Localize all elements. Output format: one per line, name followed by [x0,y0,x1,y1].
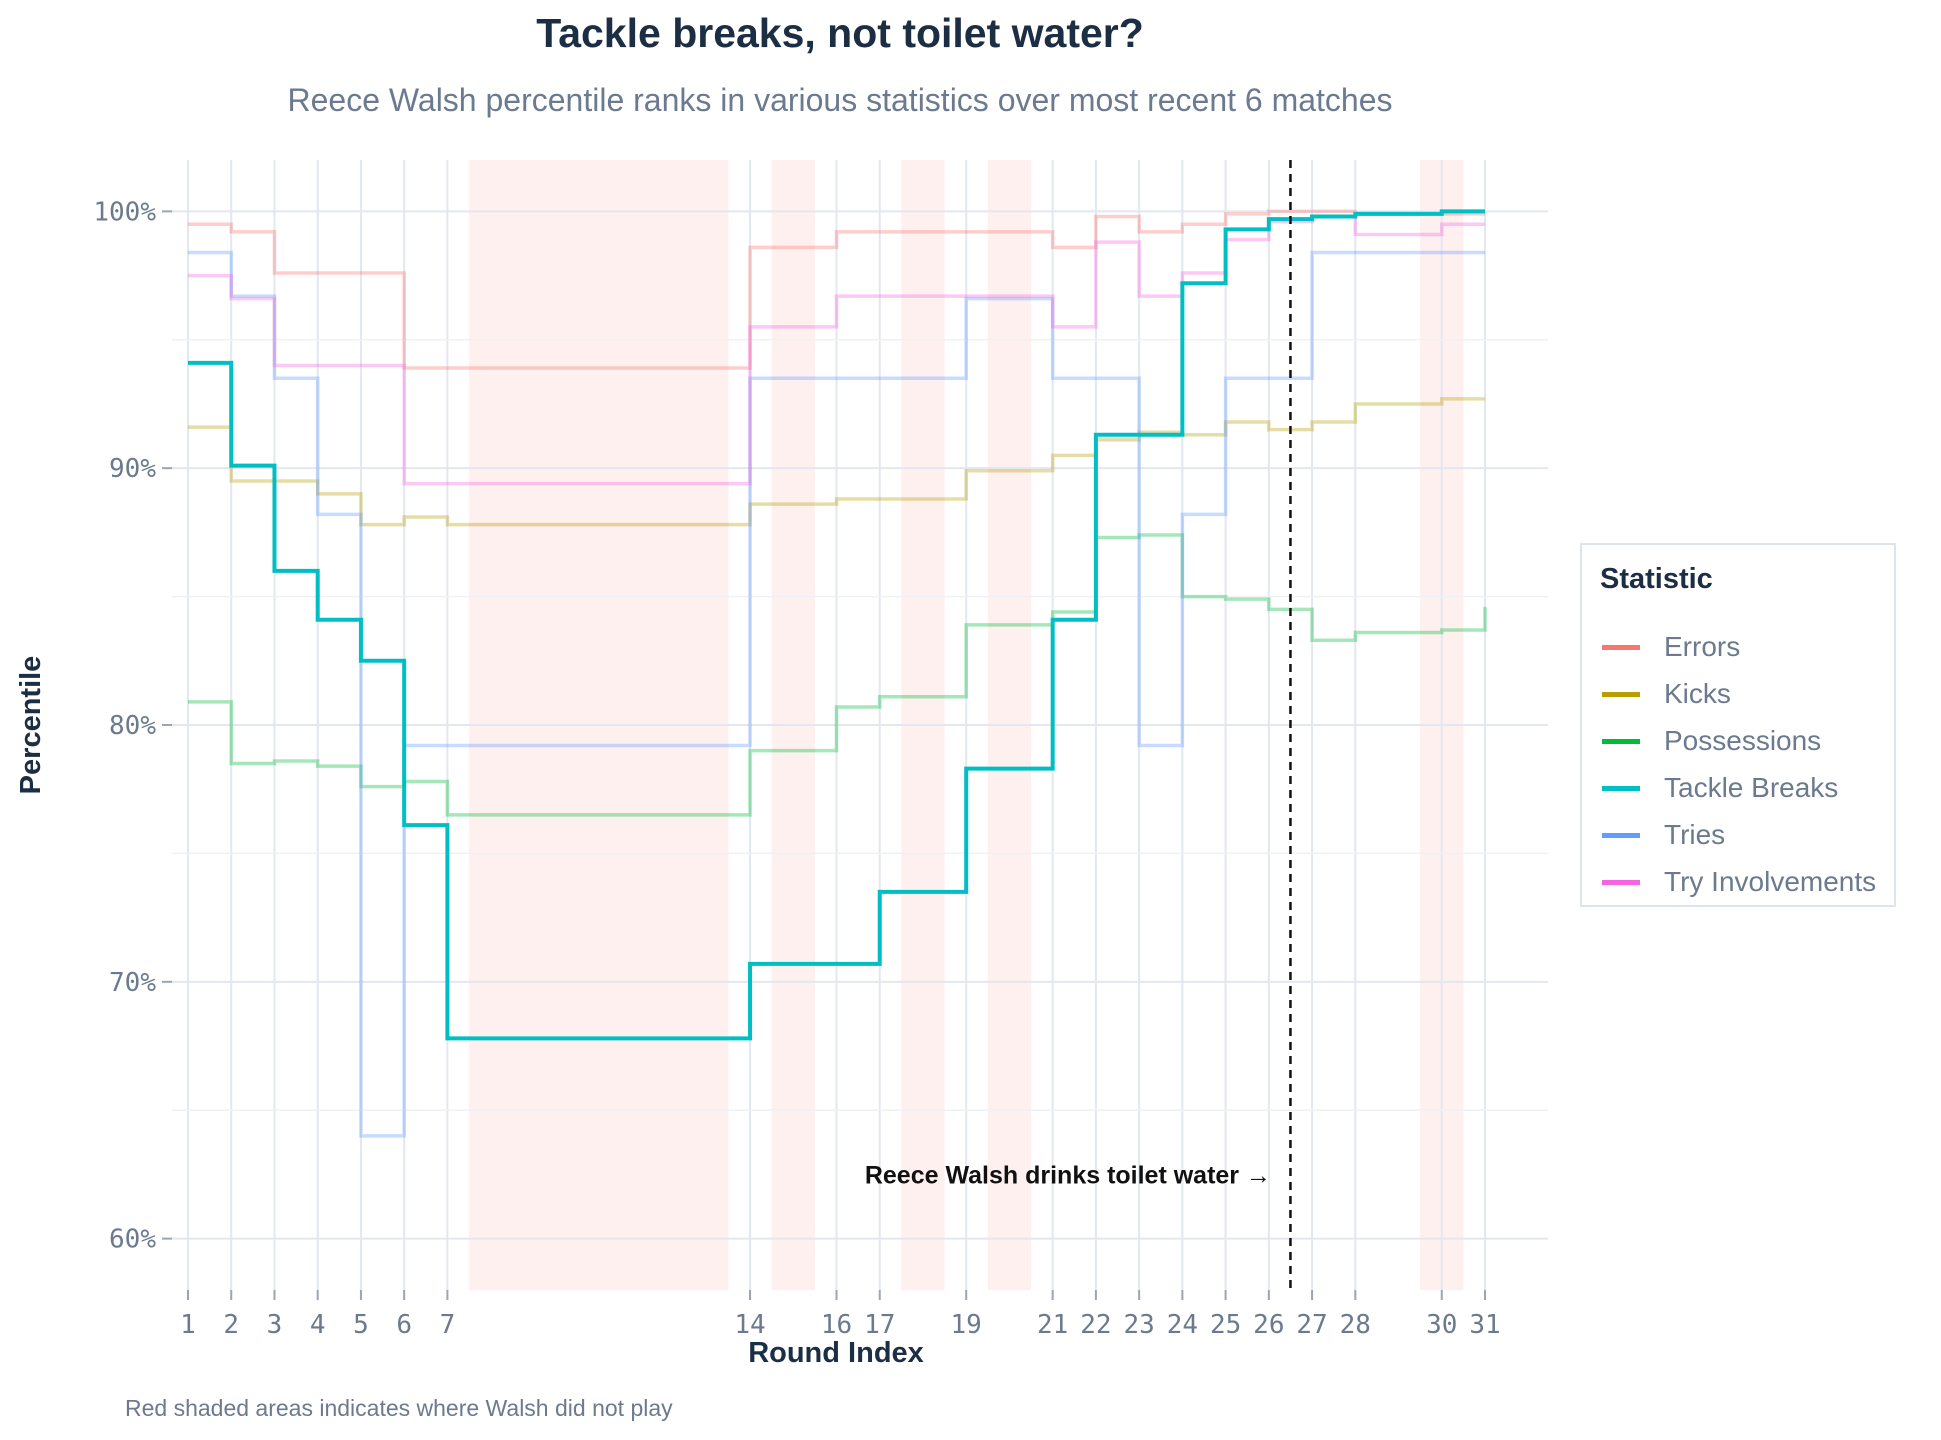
y-tick-label: 100% [93,197,156,227]
x-tick-label: 14 [734,1310,765,1340]
y-tick-label: 70% [109,968,156,998]
legend-item: Possessions [1602,721,1892,761]
chart-caption: Red shaded areas indicates where Walsh d… [125,1395,673,1421]
legend-item: Try Involvements [1602,862,1892,902]
legend-swatch [1602,645,1640,650]
x-tick-label: 23 [1123,1310,1154,1340]
legend-item: Tackle Breaks [1602,768,1892,808]
legend-swatch [1602,786,1640,791]
legend-swatch [1602,692,1640,697]
x-tick-label: 17 [864,1310,895,1340]
x-tick-label: 3 [267,1310,283,1340]
x-tick-label: 31 [1469,1310,1500,1340]
legend-swatch [1602,880,1640,885]
chart-title: Tackle breaks, not toilet water? [536,10,1144,56]
x-tick-label: 16 [821,1310,852,1340]
legend-swatch [1602,739,1640,744]
series-line-kicks [188,397,1485,527]
legend-label: Tries [1664,819,1726,850]
y-tick-label: 80% [109,711,156,741]
x-tick-label: 7 [440,1310,456,1340]
legend-label: Tackle Breaks [1664,772,1839,803]
annotation-text: Reece Walsh drinks toilet water → [865,1161,1271,1189]
legend-label: Possessions [1664,725,1822,756]
y-tick-label: 60% [109,1225,156,1255]
x-tick-label: 5 [353,1310,369,1340]
legend-swatch [1602,833,1640,838]
x-tick-label: 30 [1426,1310,1457,1340]
legend-item: Errors [1602,627,1892,667]
chart-subtitle: Reece Walsh percentile ranks in various … [287,82,1393,118]
legend-label: Try Involvements [1664,866,1877,897]
x-tick-label: 22 [1080,1310,1111,1340]
legend-label: Kicks [1664,678,1731,709]
x-axis-label: Round Index [748,1337,924,1369]
x-tick-label: 1 [180,1310,196,1340]
y-axis-label: Percentile [15,656,47,795]
x-tick-label: 26 [1253,1310,1284,1340]
series-line-possessions [188,533,1487,817]
x-tick-label: 25 [1210,1310,1241,1340]
legend-item: Kicks [1602,674,1892,714]
legend-item: Tries [1602,815,1892,855]
y-tick-label: 90% [109,454,156,484]
series-line-errors [188,209,1485,370]
x-tick-label: 2 [223,1310,239,1340]
x-tick-label: 4 [310,1310,326,1340]
legend: Statistic Errors Kicks Possessions Tackle B… [1580,543,1896,907]
x-tick-label: 19 [951,1310,982,1340]
legend-title: Statistic [1600,563,1713,595]
legend-label: Errors [1664,631,1741,662]
x-tick-label: 21 [1037,1310,1068,1340]
series-line-tries [188,250,1485,1138]
x-tick-label: 6 [396,1310,412,1340]
x-tick-label: 24 [1167,1310,1198,1340]
series-line-tackle-breaks [188,209,1485,1041]
x-tick-label: 27 [1296,1310,1327,1340]
x-tick-label: 28 [1340,1310,1371,1340]
